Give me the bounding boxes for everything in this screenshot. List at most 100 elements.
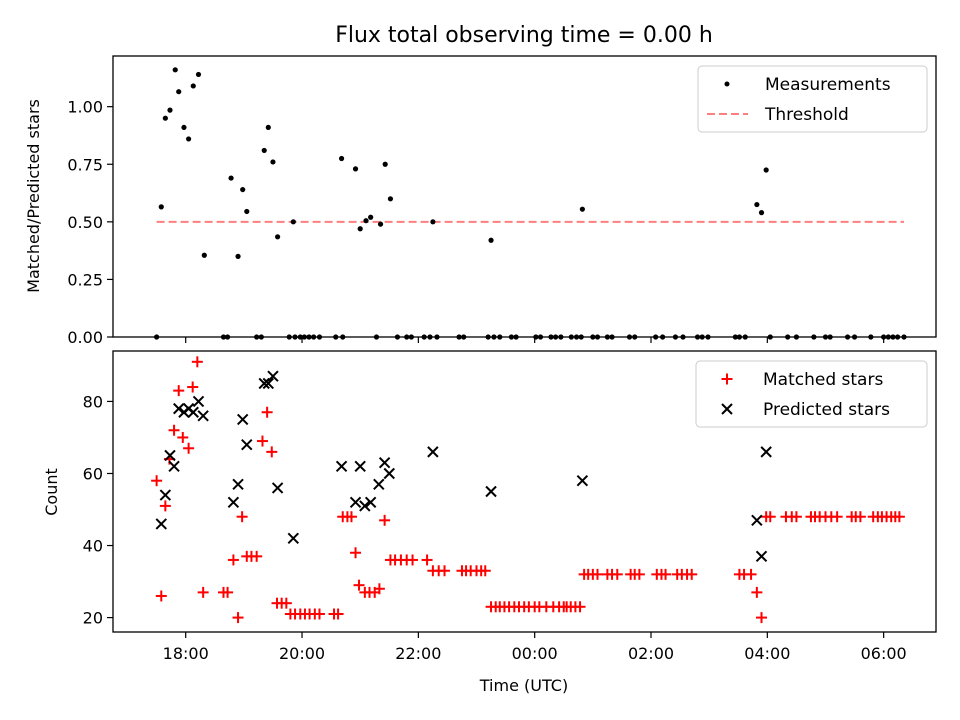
measurement-point xyxy=(548,334,554,340)
measurement-point xyxy=(190,83,196,89)
matched-star-point xyxy=(197,586,209,598)
bottom-legend: Matched stars Predicted stars xyxy=(695,360,928,428)
measurement-point xyxy=(240,186,246,193)
measurement-point xyxy=(553,334,559,340)
measurement-point xyxy=(763,167,769,173)
top-y-tick-label: 0.00 xyxy=(67,328,103,347)
measurement-point xyxy=(890,334,896,340)
predicted-star-point xyxy=(378,456,391,469)
measurement-point xyxy=(754,201,760,208)
measurement-point xyxy=(785,334,791,340)
x-tick-label: 06:00 xyxy=(861,644,907,663)
legend-threshold-label: Threshold xyxy=(764,105,849,125)
matched-star-point xyxy=(421,554,433,566)
x-tick-label: 00:00 xyxy=(512,644,558,663)
measurement-point xyxy=(609,334,615,340)
bottom-y-tick-label: 40 xyxy=(83,537,103,556)
x-axis-label: Time (UTC) xyxy=(479,676,568,695)
top-y-axis-label: Matched/Predicted stars xyxy=(24,99,43,293)
measurement-point xyxy=(680,334,686,340)
measurement-point xyxy=(672,334,679,340)
matched-star-point xyxy=(227,554,239,566)
predicted-star-point xyxy=(335,460,348,472)
predicted-star-point xyxy=(287,532,300,545)
predicted-star-point xyxy=(485,485,497,498)
predicted-star-point xyxy=(192,395,205,408)
matched-star-point xyxy=(168,424,180,436)
predicted-star-point xyxy=(576,474,589,487)
measurement-point xyxy=(901,334,907,340)
top-panel: 0.00 0.25 0.50 0.75 1.00 Matched/Predicted s… xyxy=(24,55,937,347)
predicted-star-point xyxy=(159,489,172,501)
matched-star-point xyxy=(686,568,698,580)
matched-star-point xyxy=(407,554,419,566)
matched-star-point xyxy=(373,583,385,595)
top-legend: Measurements Threshold xyxy=(697,65,928,133)
predicted-stars-points xyxy=(155,370,772,563)
measurement-point xyxy=(694,334,701,340)
measurement-point xyxy=(172,67,178,73)
measurement-point xyxy=(363,218,369,224)
matched-star-point xyxy=(591,568,603,580)
matched-star-point xyxy=(261,406,273,418)
measurement-point xyxy=(158,204,164,210)
bottom-axes-frame xyxy=(112,350,937,633)
predicted-star-point xyxy=(173,402,185,415)
measurement-point xyxy=(811,334,817,340)
measurement-point xyxy=(265,124,271,131)
measurement-point xyxy=(333,334,339,340)
measurement-point xyxy=(195,71,202,78)
measurement-point xyxy=(261,147,267,154)
measurement-point xyxy=(338,155,345,162)
matched-star-point xyxy=(256,435,268,447)
matched-star-point xyxy=(764,511,776,523)
measurement-point xyxy=(488,237,494,243)
bottom-x-ticks: 18:00 20:00 22:00 00:00 02:00 04:00 06:00 xyxy=(163,632,907,663)
measurement-point xyxy=(660,334,666,340)
top-axes-frame xyxy=(112,55,937,338)
matched-star-point xyxy=(266,446,278,458)
matched-star-point xyxy=(187,381,199,393)
measurement-point xyxy=(758,210,765,216)
matched-star-point xyxy=(280,597,292,609)
measurement-point xyxy=(387,196,394,202)
measurement-point xyxy=(699,334,705,340)
measurement-point xyxy=(895,334,901,340)
matched-star-point xyxy=(345,511,357,523)
measurement-point xyxy=(301,334,307,340)
measurement-point xyxy=(373,334,380,340)
matched-star-point xyxy=(611,568,623,580)
matched-stars-points xyxy=(151,356,905,624)
measurement-point xyxy=(434,334,440,340)
measurement-point xyxy=(537,334,544,340)
measurement-point xyxy=(485,334,491,340)
predicted-star-point xyxy=(755,550,768,563)
matched-star-point xyxy=(232,612,244,624)
measurement-point xyxy=(224,334,231,340)
top-y-tick-label: 1.00 xyxy=(67,98,103,117)
measurement-point xyxy=(604,334,610,340)
matched-star-point xyxy=(159,500,171,512)
measurement-point xyxy=(851,334,858,340)
top-y-tick-label: 0.50 xyxy=(67,213,103,232)
matched-star-point xyxy=(222,586,234,598)
matched-star-point xyxy=(177,431,189,443)
matched-star-point xyxy=(790,511,802,523)
x-tick-label: 18:00 xyxy=(163,644,209,663)
measurement-point xyxy=(228,175,234,181)
measurement-point xyxy=(421,334,427,340)
measurement-point xyxy=(176,89,182,95)
matched-star-point xyxy=(633,568,645,580)
measurement-point xyxy=(456,334,462,340)
predicted-star-point xyxy=(354,460,366,472)
measurement-point xyxy=(508,334,515,340)
predicted-star-point xyxy=(168,460,180,472)
measurement-point xyxy=(377,221,384,227)
measurement-point xyxy=(201,252,207,258)
measurement-point xyxy=(844,334,851,340)
matched-star-point xyxy=(831,511,843,523)
measurement-point xyxy=(497,334,503,340)
measurement-point xyxy=(162,115,168,121)
predicted-star-point xyxy=(383,467,395,480)
bottom-y-tick-label: 60 xyxy=(83,464,103,483)
